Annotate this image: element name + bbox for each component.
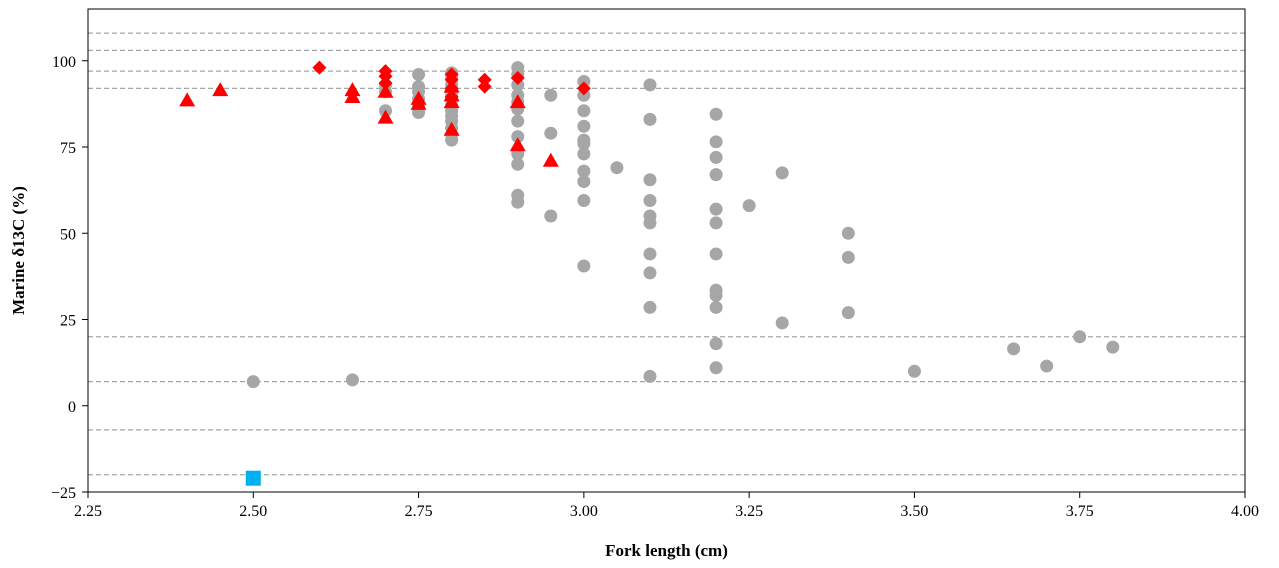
y-axis-ticks: −25 0 25 50 75 100 <box>51 54 88 502</box>
data-point-triangle <box>212 82 229 97</box>
y-tick-label: 100 <box>52 54 76 71</box>
reference-lines <box>88 32 1245 476</box>
x-axis-ticks: 2.25 2.50 2.75 3.00 3.25 3.50 3.75 4.00 <box>74 492 1259 520</box>
y-axis-title: Marine δ13C (%) <box>9 186 28 315</box>
data-point-circle <box>709 135 723 149</box>
x-tick-label: 3.00 <box>570 503 598 520</box>
data-point-circle <box>577 193 591 207</box>
data-point-circle <box>709 168 723 182</box>
data-point-triangle <box>509 137 526 152</box>
data-point-circle <box>577 175 591 188</box>
data-points <box>179 60 1120 486</box>
data-point-circle <box>511 195 525 209</box>
data-point-circle <box>643 216 657 230</box>
data-point-circle <box>1106 340 1120 354</box>
data-point-circle <box>709 216 723 230</box>
y-tick-label: 75 <box>60 140 76 157</box>
data-point-triangle <box>377 83 394 98</box>
data-point-circle <box>643 369 657 383</box>
data-point-circle <box>544 88 558 102</box>
data-point-circle <box>445 133 459 147</box>
data-point-circle <box>1040 359 1054 373</box>
data-point-triangle <box>344 88 361 103</box>
data-point-diamond <box>312 60 327 75</box>
data-point-circle <box>709 300 723 314</box>
data-point-circle <box>709 288 723 302</box>
data-point-circle <box>907 364 921 378</box>
data-point-triangle <box>509 94 526 109</box>
x-tick-label: 2.25 <box>74 503 102 520</box>
data-point-circle <box>610 161 624 175</box>
data-point-circle <box>643 193 657 207</box>
data-point-circle <box>643 247 657 261</box>
data-point-triangle <box>410 95 427 110</box>
x-tick-label: 3.50 <box>900 503 928 520</box>
data-point-circle <box>709 202 723 216</box>
x-tick-label: 3.75 <box>1066 503 1094 520</box>
data-point-diamond <box>477 79 492 94</box>
data-point-diamond <box>576 81 591 96</box>
data-point-circle <box>544 126 558 140</box>
data-point-circle <box>709 247 723 261</box>
data-point-circle <box>1073 330 1087 344</box>
y-tick-label: 0 <box>68 399 76 416</box>
data-point-circle <box>345 373 359 387</box>
x-tick-label: 2.75 <box>405 503 433 520</box>
data-point-circle <box>412 68 426 82</box>
data-point-circle <box>841 250 855 264</box>
data-point-circle <box>511 130 525 144</box>
data-point-circle <box>1007 342 1021 356</box>
data-point-circle <box>709 337 723 351</box>
data-point-circle <box>775 166 789 180</box>
data-point-circle <box>841 306 855 320</box>
data-point-circle <box>246 375 260 389</box>
data-point-circle <box>643 112 657 126</box>
x-tick-label: 4.00 <box>1231 503 1259 520</box>
data-point-circle <box>643 300 657 314</box>
data-point-diamond <box>444 81 459 96</box>
data-point-triangle <box>179 92 196 107</box>
data-point-diamond <box>510 71 525 85</box>
data-point-circle <box>577 259 591 273</box>
data-point-triangle <box>377 109 394 124</box>
data-point-circle <box>511 157 525 171</box>
data-point-circle <box>841 226 855 240</box>
x-axis-title: Fork length (cm) <box>605 541 728 560</box>
data-point-diamond <box>444 72 459 87</box>
data-point-triangle <box>443 121 460 136</box>
data-point-circle <box>577 147 591 161</box>
data-point-circle <box>643 173 657 187</box>
data-point-circle <box>775 316 789 330</box>
data-point-diamond <box>378 76 393 91</box>
x-tick-label: 2.50 <box>239 503 267 520</box>
data-point-circle <box>709 361 723 375</box>
data-point-circle <box>511 114 525 128</box>
data-point-triangle <box>542 152 559 167</box>
data-point-diamond <box>444 89 459 104</box>
y-tick-label: 50 <box>60 226 76 243</box>
data-point-circle <box>544 209 558 223</box>
plot-frame <box>87 8 1246 493</box>
data-point-square <box>245 470 261 486</box>
data-point-circle <box>709 107 723 121</box>
data-point-circle <box>643 78 657 92</box>
data-point-circle <box>577 119 591 133</box>
y-tick-label: 25 <box>60 313 76 330</box>
data-point-circle <box>643 266 657 280</box>
data-point-circle <box>577 164 591 178</box>
y-tick-label: −25 <box>51 485 76 502</box>
data-point-circle <box>742 199 756 213</box>
data-point-circle <box>709 150 723 164</box>
x-tick-label: 3.25 <box>735 503 763 520</box>
data-point-circle <box>577 137 591 151</box>
data-point-circle <box>577 104 591 118</box>
